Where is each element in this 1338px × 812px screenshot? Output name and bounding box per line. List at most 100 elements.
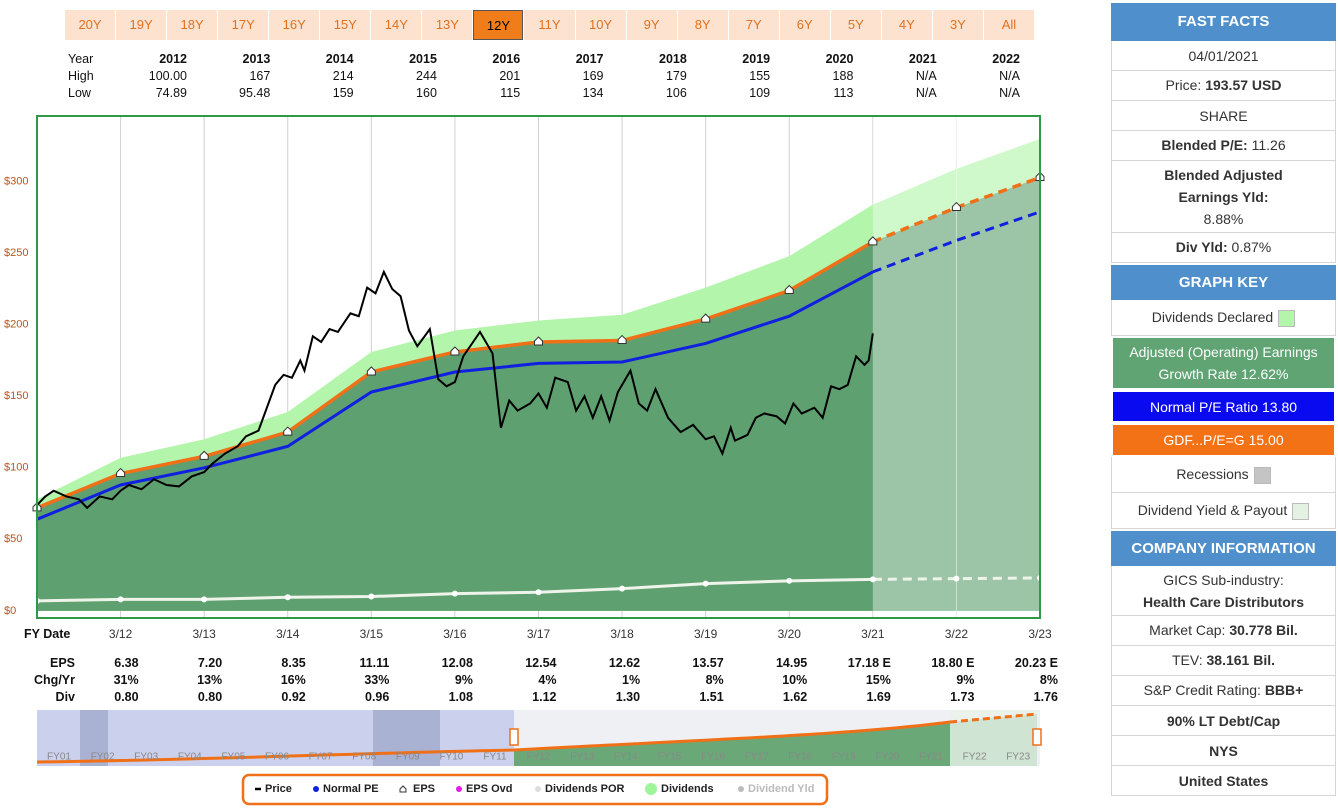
legend-marker <box>399 785 407 793</box>
x-tick-label: 3/20 <box>778 627 802 641</box>
cell-value: 95.48 <box>239 86 271 100</box>
cell-value: N/A <box>999 69 1020 83</box>
navigator-mask <box>80 710 108 766</box>
range-button[interactable]: 13Y <box>422 10 473 40</box>
cell-value: 18.80 E <box>931 656 975 670</box>
country: United States <box>1111 766 1336 796</box>
label: GICS Sub-industry: <box>1163 571 1284 588</box>
x-tick-label: 3/22 <box>945 627 969 641</box>
range-button[interactable]: 11Y <box>524 10 575 40</box>
cell-value: 2012 <box>159 52 187 66</box>
swatch <box>1292 502 1310 520</box>
range-button[interactable]: 10Y <box>575 10 626 40</box>
series-line <box>36 269 874 510</box>
range-button[interactable]: 6Y <box>779 10 830 40</box>
navigator-label: FY15 <box>657 752 681 763</box>
cell-value: N/A <box>915 86 937 100</box>
range-button[interactable]: 7Y <box>728 10 779 40</box>
cell-value: 4% <box>538 673 557 687</box>
label: Market Cap: <box>1149 622 1226 638</box>
navigator-label: FY11 <box>483 752 507 763</box>
debt-cap: 90% LT Debt/Cap <box>1111 706 1336 736</box>
cell-value: 6.38 <box>114 656 139 670</box>
row-label: High <box>68 69 94 83</box>
legend-label: Normal PE <box>323 783 379 795</box>
cell-value: 14.95 <box>775 656 808 670</box>
cell-value: 2019 <box>742 52 771 66</box>
label: Blended P/E: <box>1161 137 1248 153</box>
cell-value: 11.11 <box>359 656 390 670</box>
cell-value: 1.12 <box>532 690 557 704</box>
swatch <box>1253 466 1271 484</box>
x-tick-label: 3/23 <box>1028 627 1052 641</box>
cell-value: 8% <box>705 673 724 687</box>
gics: GICS Sub-industry: Health Care Distributo… <box>1111 566 1336 616</box>
fast-facts-panel: FAST FACTS 04/01/2021 Price: 193.57 USD … <box>1111 3 1336 796</box>
dividend-dot <box>117 596 124 603</box>
navigator-label: FY16 <box>701 752 725 763</box>
navigator-label: FY21 <box>919 752 943 763</box>
eps-marker <box>617 334 627 345</box>
range-button[interactable]: 5Y <box>830 10 881 40</box>
range-button[interactable]: 14Y <box>371 10 422 40</box>
cell-value: 169 <box>582 69 604 83</box>
cell-value: 1.69 <box>866 690 891 704</box>
navigator-label: FY08 <box>352 752 376 763</box>
cell-value: 15% <box>865 673 891 687</box>
eps-marker <box>199 450 209 460</box>
y-tick-label: $100 <box>4 462 28 474</box>
x-tick-label: 3/16 <box>443 627 467 641</box>
cell-value: 1.30 <box>615 690 641 704</box>
cell-value: 109 <box>749 86 771 100</box>
range-button[interactable]: 16Y <box>269 10 320 40</box>
navigator-label: FY13 <box>570 752 594 763</box>
cell-value: 160 <box>416 86 437 100</box>
price: Price: 193.57 USD <box>1111 71 1336 101</box>
cell-value: 1.08 <box>448 690 473 704</box>
range-button[interactable]: 9Y <box>626 10 677 40</box>
range-button[interactable]: 20Y <box>65 10 116 40</box>
eps-marker <box>868 236 878 246</box>
key-item: Normal P/E Ratio 13.80 <box>1111 390 1336 423</box>
dividend-dot <box>953 575 960 582</box>
cell-value: 0.80 <box>114 690 139 704</box>
legend-label: Dividends POR <box>545 783 625 795</box>
navigator-line <box>36 720 951 764</box>
x-tick-label: 3/13 <box>192 627 216 641</box>
cell-value: 12.08 <box>441 656 473 670</box>
range-button[interactable]: 4Y <box>881 10 932 40</box>
cell-value: 2013 <box>242 52 271 66</box>
range-button[interactable]: 19Y <box>116 10 167 40</box>
navigator-label: FY06 <box>265 752 289 763</box>
x-tick-label: 3/15 <box>360 627 384 641</box>
navigator-label: FY18 <box>788 752 812 763</box>
cell-value: 13% <box>197 673 223 687</box>
range-button[interactable]: 8Y <box>677 10 728 40</box>
range-button[interactable]: All <box>983 10 1034 40</box>
cell-value: 188 <box>832 69 854 83</box>
cell-value: 2022 <box>992 52 1020 66</box>
dividend-dot <box>619 585 626 592</box>
range-button[interactable]: 12Y <box>473 10 524 40</box>
cell-value: 2018 <box>659 52 687 66</box>
range-button[interactable]: 15Y <box>320 10 371 40</box>
range-button[interactable]: 18Y <box>167 10 218 40</box>
dividend-dot <box>869 576 876 583</box>
label: Dividends Declared <box>1151 309 1274 325</box>
navigator-label: FY20 <box>875 752 899 763</box>
cell-value: 115 <box>500 86 521 100</box>
header: GRAPH KEY <box>1111 265 1336 300</box>
row-label: Low <box>68 86 91 100</box>
cell-value: 159 <box>332 86 354 100</box>
range-button[interactable]: 17Y <box>218 10 269 40</box>
cell-value: 33% <box>364 673 390 687</box>
cell-value: N/A <box>915 69 937 83</box>
navigator-label: FY23 <box>1006 752 1030 763</box>
eps-marker <box>366 366 376 376</box>
key-item: GDF...P/E=G 15.00 <box>1111 423 1336 457</box>
range-button[interactable]: 3Y <box>932 10 983 40</box>
navigator-handle <box>1032 728 1042 746</box>
x-tick-label: 3/21 <box>861 627 885 641</box>
cell-value: 17.18 E <box>847 656 891 670</box>
share: SHARE <box>1111 101 1336 131</box>
